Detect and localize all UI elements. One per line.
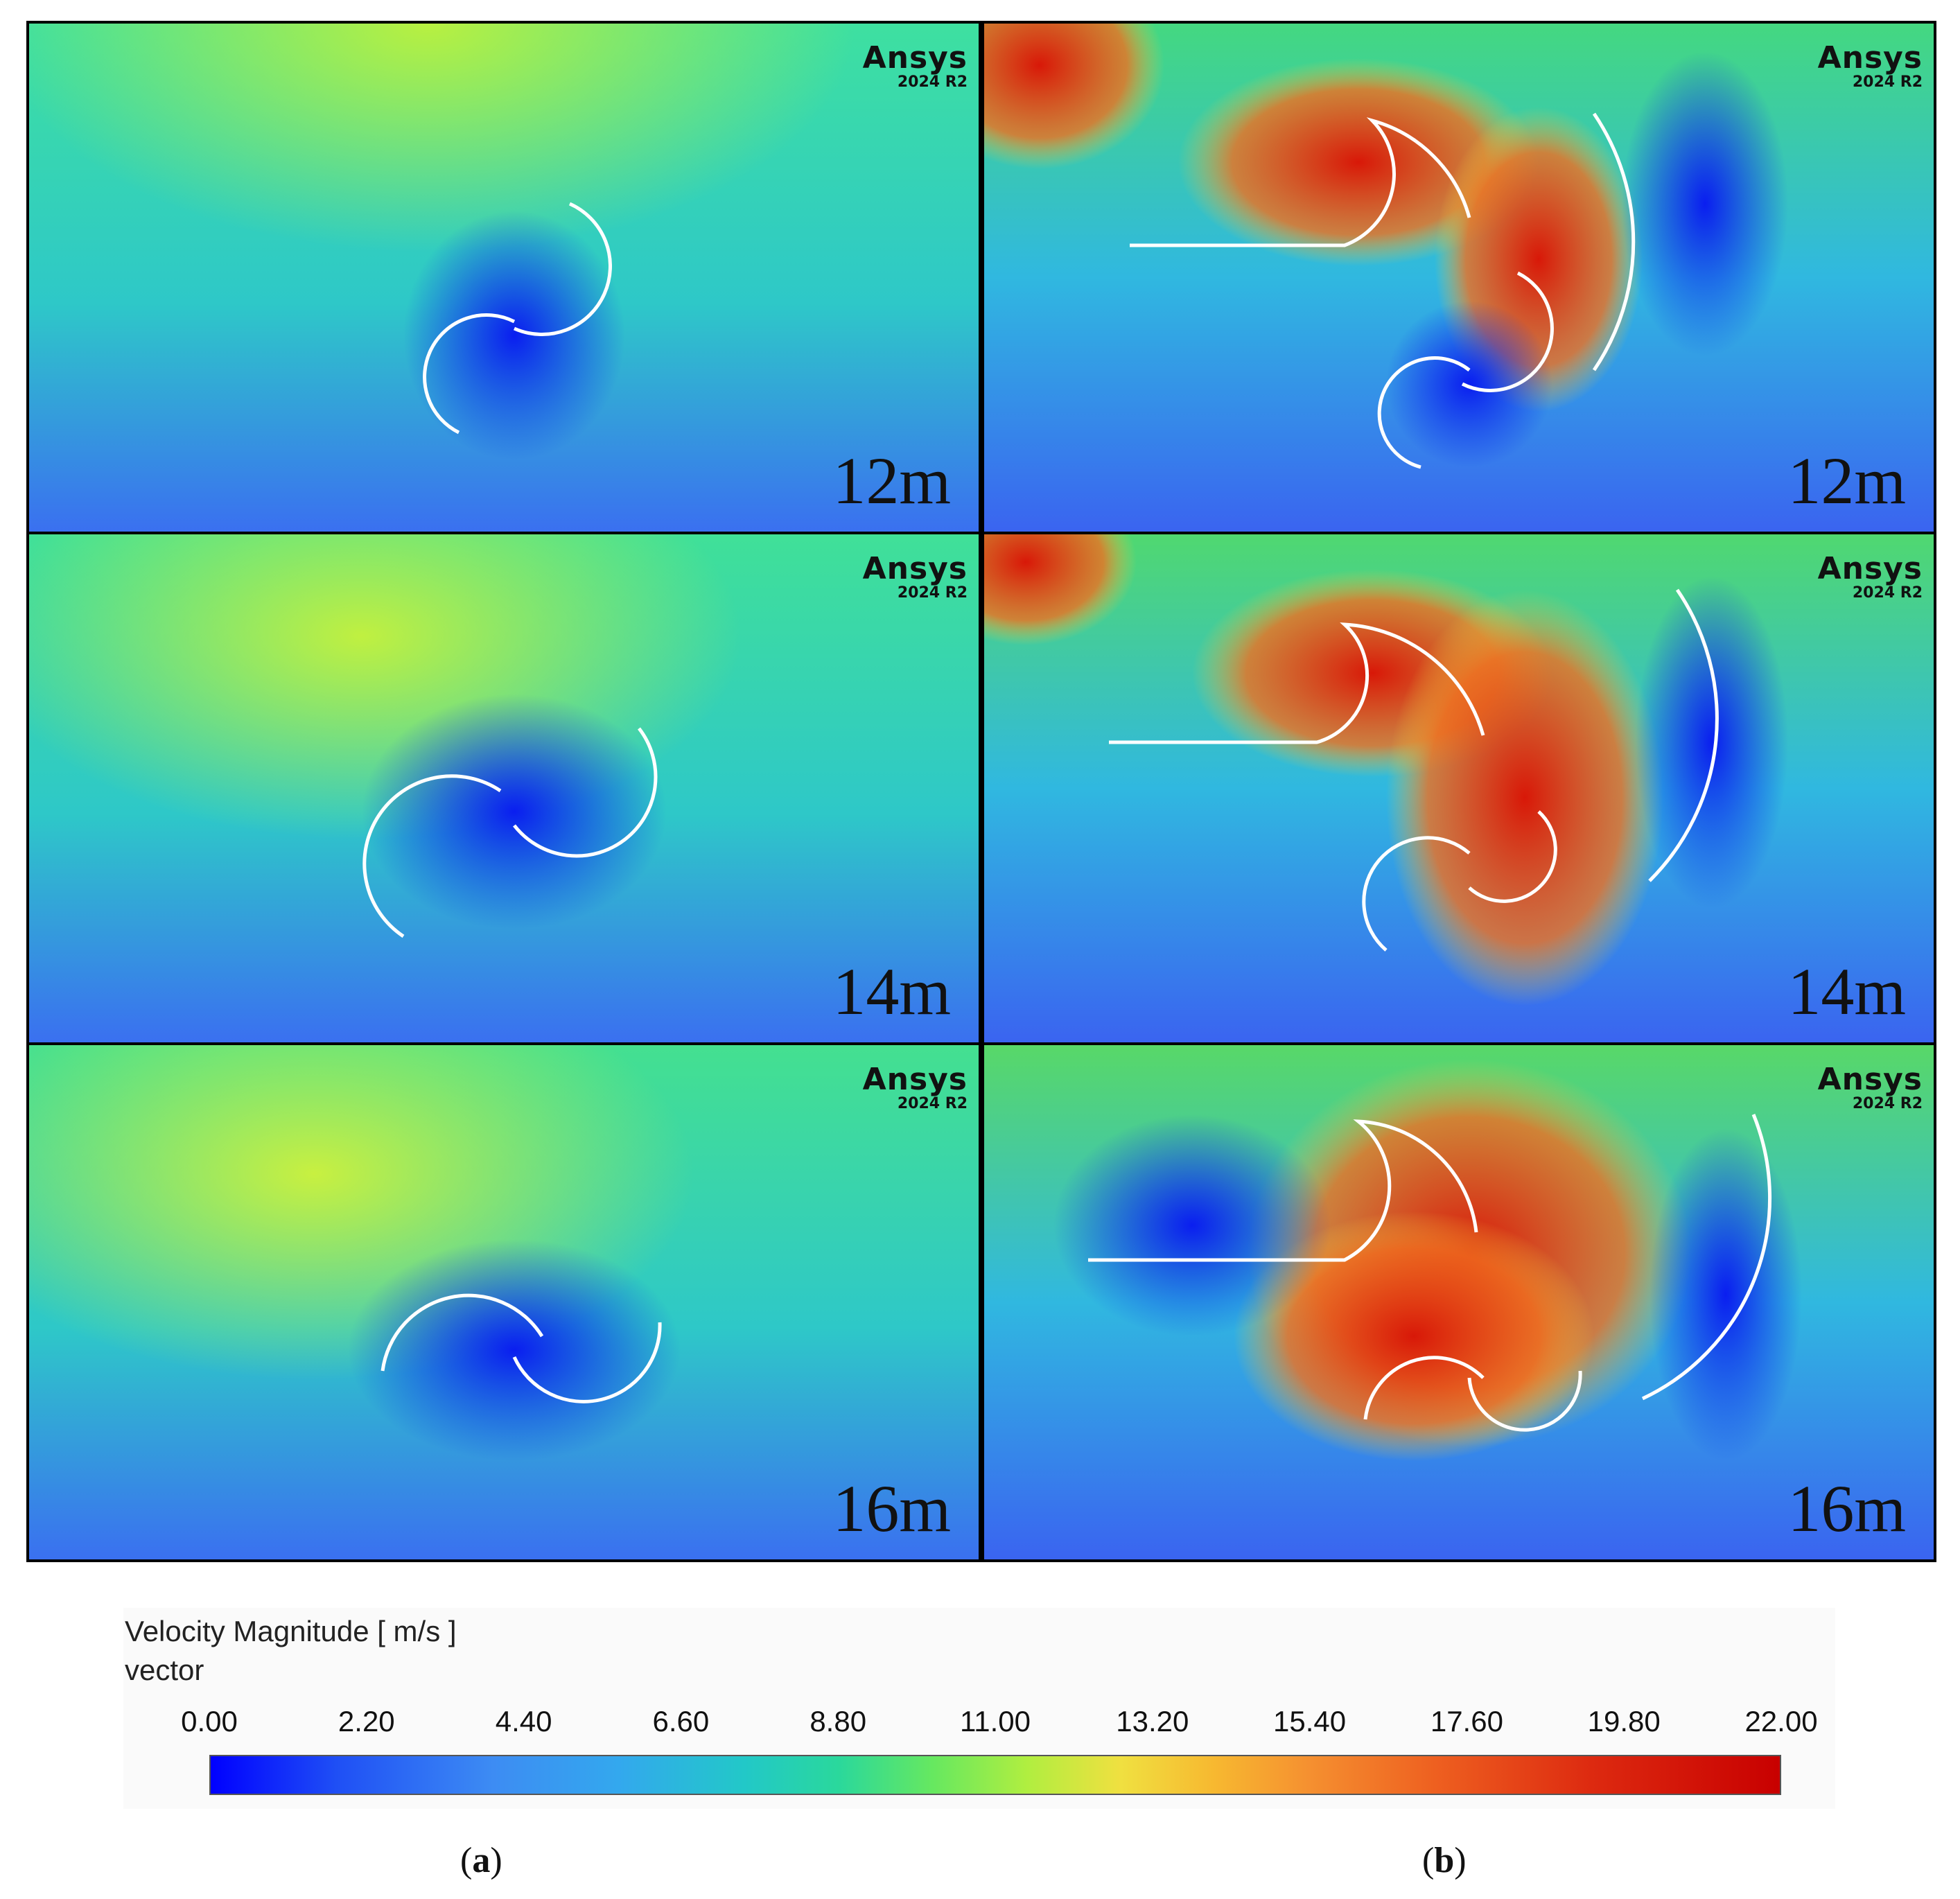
brand-version: 2024 R2 xyxy=(897,73,968,91)
ansys-logo: Ansys 2024 R2 xyxy=(863,43,968,90)
legend-tick-label: 11.00 xyxy=(960,1705,1031,1738)
legend-ticks: 0.00 2.20 4.40 6.60 8.80 11.00 13.20 15.40 17.60… xyxy=(123,1705,1835,1740)
panel-b-12m: Ansys 2024 R2 12m xyxy=(984,24,1934,532)
legend-tick-label: 4.40 xyxy=(495,1705,552,1738)
caption-b: (b) xyxy=(1422,1840,1467,1881)
legend-tick-label: 2.20 xyxy=(338,1705,395,1738)
velocity-contour-a-16m xyxy=(29,1045,979,1559)
distance-label: 14m xyxy=(832,954,951,1029)
ansys-logo: Ansys 2024 R2 xyxy=(863,554,968,601)
velocity-contour-a-12m xyxy=(29,24,979,532)
ansys-logo: Ansys 2024 R2 xyxy=(863,1065,968,1112)
panel-a-14m: Ansys 2024 R2 14m xyxy=(29,534,979,1042)
velocity-contour-b-16m xyxy=(984,1045,1934,1559)
caption-close-paren: ) xyxy=(1454,1841,1467,1880)
brand-version: 2024 R2 xyxy=(1852,584,1923,602)
figure-grid: Ansys 2024 R2 12m Ansys xyxy=(26,21,1936,1562)
legend-title-quantity: Velocity Magnitude [ m/s ] xyxy=(125,1615,457,1647)
caption-close-paren: ) xyxy=(490,1841,502,1880)
panel-a-16m: Ansys 2024 R2 16m xyxy=(29,1045,979,1559)
caption-letter: a xyxy=(472,1841,491,1880)
distance-label: 14m xyxy=(1787,954,1906,1029)
caption-open-paren: ( xyxy=(460,1841,473,1880)
legend-colorbar xyxy=(209,1755,1781,1795)
distance-label: 12m xyxy=(1787,444,1906,518)
velocity-contour-a-14m xyxy=(29,534,979,1042)
legend-tick-label: 0.00 xyxy=(181,1705,238,1738)
distance-label: 16m xyxy=(832,1471,951,1546)
legend-tick-label: 15.40 xyxy=(1273,1705,1347,1738)
caption-a: (a) xyxy=(460,1840,502,1881)
brand-version: 2024 R2 xyxy=(1852,73,1923,91)
brand-name: Ansys xyxy=(1817,1062,1923,1097)
brand-version: 2024 R2 xyxy=(897,1095,968,1112)
legend-title: Velocity Magnitude [ m/s ] vector xyxy=(125,1612,457,1690)
distance-label: 16m xyxy=(1787,1471,1906,1546)
panel-b-14m: Ansys 2024 R2 14m xyxy=(984,534,1934,1042)
brand-name: Ansys xyxy=(1817,551,1923,586)
brand-version: 2024 R2 xyxy=(1852,1095,1923,1112)
legend-tick-label: 6.60 xyxy=(652,1705,710,1738)
color-legend: Velocity Magnitude [ m/s ] vector 0.00 2.… xyxy=(123,1608,1835,1809)
velocity-contour-b-14m xyxy=(984,534,1934,1042)
panel-b-16m: Ansys 2024 R2 16m xyxy=(984,1045,1934,1559)
brand-version: 2024 R2 xyxy=(897,584,968,602)
legend-tick-label: 22.00 xyxy=(1744,1705,1818,1738)
legend-tick-label: 8.80 xyxy=(810,1705,867,1738)
distance-label: 12m xyxy=(832,444,951,518)
legend-title-type: vector xyxy=(125,1654,204,1686)
legend-tick-label: 17.60 xyxy=(1430,1705,1503,1738)
ansys-logo: Ansys 2024 R2 xyxy=(1818,43,1923,90)
brand-name: Ansys xyxy=(862,551,968,586)
brand-name: Ansys xyxy=(1817,40,1923,76)
panel-a-12m: Ansys 2024 R2 12m xyxy=(29,24,979,532)
caption-letter: b xyxy=(1434,1841,1455,1880)
ansys-logo: Ansys 2024 R2 xyxy=(1818,554,1923,601)
ansys-logo: Ansys 2024 R2 xyxy=(1818,1065,1923,1112)
caption-open-paren: ( xyxy=(1422,1841,1435,1880)
brand-name: Ansys xyxy=(862,1062,968,1097)
brand-name: Ansys xyxy=(862,40,968,76)
legend-tick-label: 13.20 xyxy=(1116,1705,1189,1738)
velocity-contour-b-12m xyxy=(984,24,1934,532)
legend-tick-label: 19.80 xyxy=(1587,1705,1661,1738)
